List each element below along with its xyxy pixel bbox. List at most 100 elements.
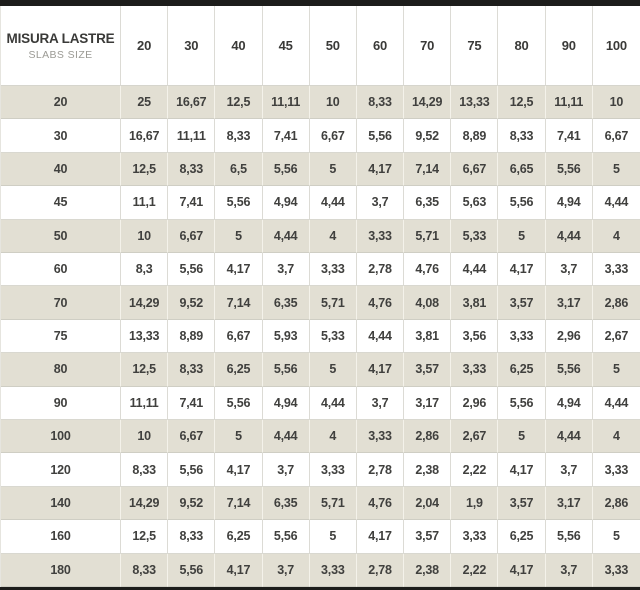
table-cell: 5 bbox=[592, 353, 640, 387]
table-cell: 3,7 bbox=[262, 453, 310, 487]
table-cell: 3,57 bbox=[404, 353, 452, 387]
table-cell: 3,7 bbox=[262, 253, 310, 287]
table-cell: 8,33 bbox=[498, 119, 546, 153]
table-row-140: 140 14,29 9,52 7,14 6,35 5,71 4,76 2,04 1,9 3,57 3… bbox=[1, 486, 640, 521]
table-cell: 7,14 bbox=[215, 286, 263, 320]
table-cell: 3,17 bbox=[545, 286, 593, 320]
table-cell: 12,5 bbox=[498, 86, 546, 120]
table-cell: 6,25 bbox=[215, 520, 263, 554]
table-cell: 2,86 bbox=[404, 420, 452, 454]
table-cell: 10 bbox=[121, 420, 169, 454]
table-cell: 4,44 bbox=[262, 219, 310, 254]
table-cell: 2,78 bbox=[356, 453, 405, 487]
table-cell: 8,33 bbox=[168, 353, 216, 387]
table-cell: 6,67 bbox=[309, 119, 357, 153]
row-header-120: 120 bbox=[1, 453, 121, 487]
table-cell: 3,33 bbox=[309, 453, 357, 487]
table-cell: 13,33 bbox=[451, 86, 499, 120]
table-cell: 5,56 bbox=[215, 386, 263, 421]
table-cell: 5,56 bbox=[545, 520, 593, 554]
table-cell: 11,11 bbox=[545, 86, 593, 120]
table-cell: 7,14 bbox=[215, 486, 263, 521]
table-cell: 3,33 bbox=[592, 453, 640, 487]
table-cell: 4,44 bbox=[309, 386, 357, 421]
table-cell: 4,17 bbox=[215, 553, 263, 588]
row-header-45: 45 bbox=[1, 186, 121, 220]
table-cell: 5,56 bbox=[545, 152, 593, 187]
table-cell: 6,35 bbox=[404, 186, 452, 220]
column-header-20: 20 bbox=[121, 6, 169, 86]
table-cell: 3,57 bbox=[404, 520, 452, 554]
table-cell: 6,67 bbox=[592, 119, 640, 153]
row-header-140: 140 bbox=[1, 486, 121, 521]
table-cell: 7,41 bbox=[168, 186, 216, 220]
table-cell: 5,56 bbox=[168, 553, 216, 588]
table-cell: 8,33 bbox=[168, 520, 216, 554]
table-cell: 2,67 bbox=[592, 320, 640, 354]
table-cell: 5 bbox=[498, 420, 546, 454]
table-cell: 5,56 bbox=[168, 453, 216, 487]
row-header-80: 80 bbox=[1, 353, 121, 387]
table-row-120: 120 8,33 5,56 4,17 3,7 3,33 2,78 2,38 2,22 4,17 3,… bbox=[1, 453, 640, 487]
table-cell: 4,17 bbox=[356, 520, 405, 554]
table-cell: 11,1 bbox=[121, 186, 169, 220]
table-cell: 7,41 bbox=[262, 119, 310, 153]
table-cell: 4,17 bbox=[498, 453, 546, 487]
row-header-20: 20 bbox=[1, 86, 121, 120]
table-cell: 4,17 bbox=[215, 453, 263, 487]
table-cell: 8,89 bbox=[451, 119, 499, 153]
table-cell: 6,65 bbox=[498, 152, 546, 187]
table-cell: 5,56 bbox=[262, 353, 310, 387]
table-cell: 3,7 bbox=[262, 553, 310, 588]
table-cell: 12,5 bbox=[121, 520, 169, 554]
table-cell: 14,29 bbox=[404, 86, 452, 120]
table-cell: 16,67 bbox=[168, 86, 216, 120]
table-cell: 4,94 bbox=[545, 186, 593, 220]
table-cell: 2,96 bbox=[451, 386, 499, 421]
table-cell: 8,33 bbox=[121, 553, 169, 588]
corner-header-cell: MISURA LASTRE SLABS SIZE bbox=[1, 6, 121, 86]
table-cell: 5 bbox=[215, 219, 263, 254]
table-cell: 5,33 bbox=[451, 219, 499, 254]
table-row-90: 90 11,11 7,41 5,56 4,94 4,44 3,7 3,17 2,96 5,56 4,… bbox=[1, 386, 640, 421]
column-header-45: 45 bbox=[262, 6, 310, 86]
table-cell: 3,57 bbox=[498, 286, 546, 320]
column-header-75: 75 bbox=[451, 6, 499, 86]
table-cell: 6,67 bbox=[168, 219, 216, 254]
bottom-black-bar bbox=[0, 587, 640, 590]
table-cell: 8,33 bbox=[168, 152, 216, 187]
table-cell: 5,71 bbox=[404, 219, 452, 254]
table-cell: 25 bbox=[121, 86, 169, 120]
table-cell: 9,52 bbox=[404, 119, 452, 153]
table-cell: 11,11 bbox=[262, 86, 310, 120]
table-cell: 2,67 bbox=[451, 420, 499, 454]
table-cell: 5 bbox=[215, 420, 263, 454]
table-row-70: 70 14,29 9,52 7,14 6,35 5,71 4,76 4,08 3,81 3,57 3… bbox=[1, 286, 640, 320]
table-cell: 2,22 bbox=[451, 453, 499, 487]
table-cell: 5,56 bbox=[545, 353, 593, 387]
table-cell: 7,41 bbox=[168, 386, 216, 421]
table-row-75: 75 13,33 8,89 6,67 5,93 5,33 4,44 3,81 3,56 3,33 2… bbox=[1, 319, 640, 354]
column-header-30: 30 bbox=[168, 6, 216, 86]
table-row-80: 80 12,5 8,33 6,25 5,56 5 4,17 3,57 3,33 6,25 5,56 5 bbox=[1, 353, 640, 387]
top-black-bar bbox=[0, 0, 640, 6]
table-cell: 4,94 bbox=[262, 386, 310, 421]
table-cell: 14,29 bbox=[121, 486, 169, 521]
table-row-45: 45 11,1 7,41 5,56 4,94 4,44 3,7 6,35 5,63 5,56 4,9… bbox=[1, 186, 640, 220]
table-cell: 2,78 bbox=[356, 253, 405, 287]
table-header-row: MISURA LASTRE SLABS SIZE 20 30 40 45 50 60 70 7… bbox=[0, 6, 640, 86]
table-row-60: 60 8,3 5,56 4,17 3,7 3,33 2,78 4,76 4,44 4,17 3,7 3… bbox=[1, 253, 640, 287]
table-body: 20 25 16,67 12,5 11,11 10 8,33 14,29 13,33 12,5 11… bbox=[0, 86, 640, 588]
row-header-30: 30 bbox=[1, 119, 121, 153]
table-cell: 3,33 bbox=[451, 520, 499, 554]
table-cell: 5 bbox=[592, 153, 640, 187]
table-cell: 8,3 bbox=[121, 253, 169, 287]
table-cell: 4,76 bbox=[356, 286, 405, 320]
table-cell: 2,96 bbox=[545, 319, 593, 354]
table-cell: 10 bbox=[309, 86, 357, 120]
table-cell: 4,44 bbox=[545, 219, 593, 254]
table-cell: 4 bbox=[309, 219, 357, 254]
table-cell: 8,33 bbox=[121, 453, 169, 487]
table-cell: 12,5 bbox=[215, 86, 263, 120]
